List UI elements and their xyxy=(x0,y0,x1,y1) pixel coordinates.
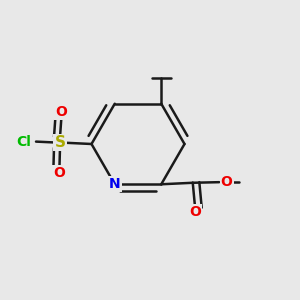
Text: N: N xyxy=(109,177,121,191)
Text: O: O xyxy=(221,175,232,189)
Text: O: O xyxy=(53,166,65,180)
Text: Cl: Cl xyxy=(16,135,31,148)
Text: O: O xyxy=(56,105,68,119)
Text: O: O xyxy=(189,206,201,220)
Text: S: S xyxy=(55,135,65,150)
